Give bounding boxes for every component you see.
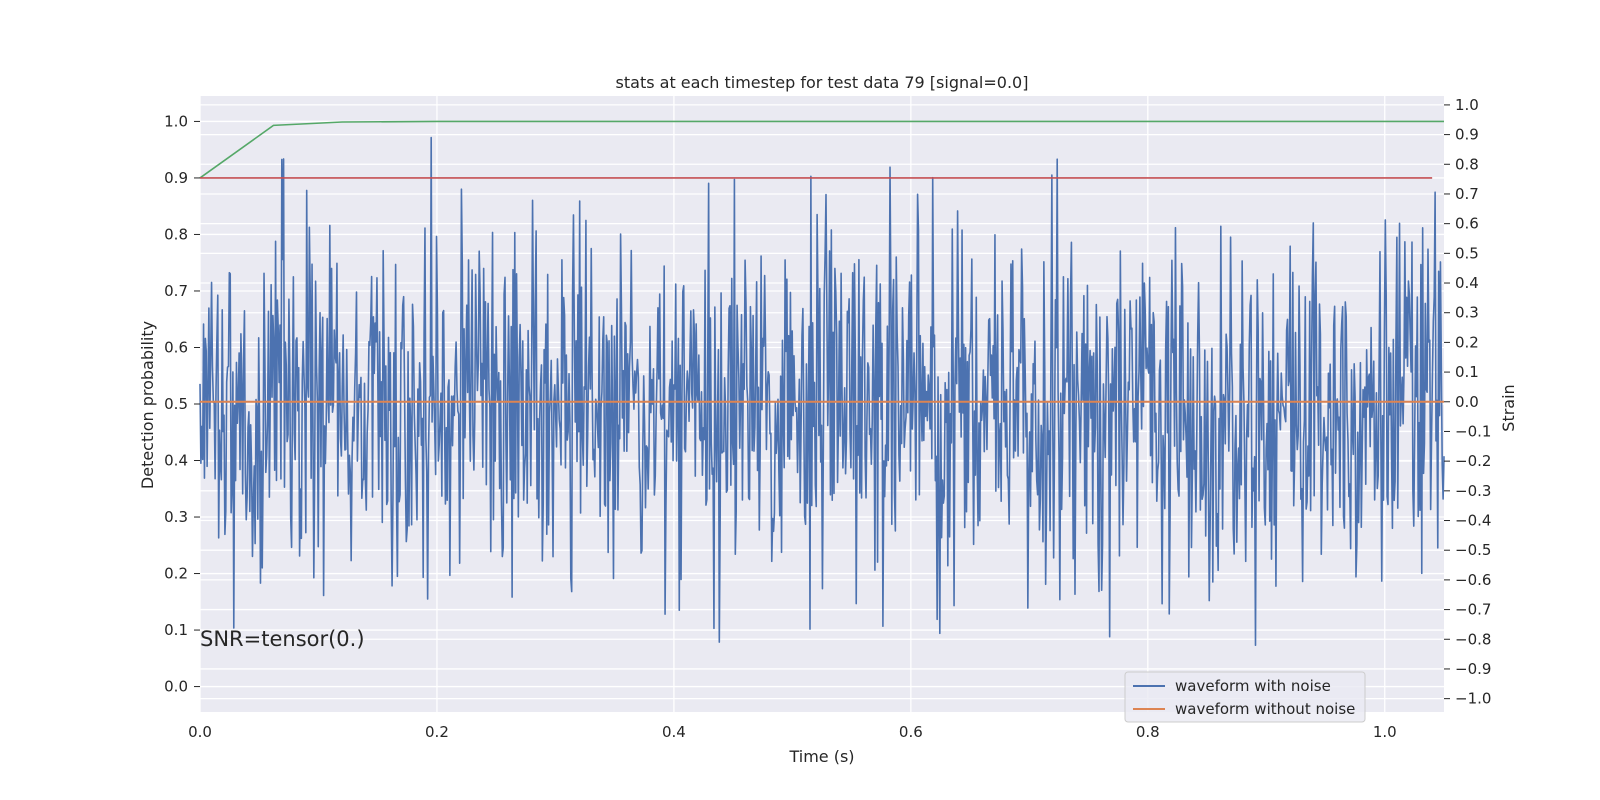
y-left-tick-label: 0.6: [164, 338, 188, 356]
x-tick-label: 0.2: [425, 723, 449, 741]
series-line-waveform-with-noise: [199, 136, 1445, 647]
y-left-tick-label: 0.7: [164, 282, 188, 300]
y-right-tick-label: −0.9: [1455, 660, 1491, 678]
y-right-tick-label: 0.6: [1455, 215, 1479, 233]
snr-annotation: SNR=tensor(0.): [200, 627, 365, 651]
legend: waveform with noise waveform without noi…: [1124, 671, 1366, 723]
right-y-axis-label: Strain: [1499, 384, 1518, 431]
y-right-tick-label: 0.8: [1455, 155, 1479, 173]
y-right-tick-label: 0.1: [1455, 363, 1479, 381]
y-right-tick-label: −0.4: [1455, 512, 1491, 530]
left-y-axis-ticks: 0.0 0.1 0.2 0.3 0.4 0.5 0.6 0.7 0.8 0.9 1.0: [164, 112, 200, 696]
legend-box: [1124, 671, 1366, 723]
y-left-tick-label: 0.0: [164, 678, 188, 696]
y-right-tick-label: −0.6: [1455, 571, 1491, 589]
y-left-tick-label: 0.8: [164, 225, 188, 243]
legend-label-noisy: waveform with noise: [1175, 677, 1331, 695]
y-right-tick-label: 0.7: [1455, 185, 1479, 203]
left-y-axis-label: Detection probability: [138, 321, 157, 489]
y-right-tick-label: −1.0: [1455, 690, 1491, 708]
y-right-tick-label: −0.1: [1455, 422, 1491, 440]
y-right-tick-label: 0.3: [1455, 304, 1479, 322]
chart-title: stats at each timestep for test data 79 …: [616, 73, 1029, 92]
y-left-tick-label: 0.4: [164, 452, 188, 470]
x-axis-ticks: 0.0 0.2 0.4 0.6 0.8 1.0: [188, 723, 1397, 741]
y-right-tick-label: 0.5: [1455, 244, 1479, 262]
y-right-tick-label: 0.4: [1455, 274, 1479, 292]
y-right-tick-label: −0.5: [1455, 541, 1491, 559]
series-line-detection-probability: [199, 120, 1444, 179]
x-tick-label: 0.6: [899, 723, 923, 741]
y-right-tick-label: −0.7: [1455, 601, 1491, 619]
legend-label-clean: waveform without noise: [1175, 700, 1355, 718]
y-right-tick-label: 0.9: [1455, 126, 1479, 144]
x-tick-label: 0.8: [1136, 723, 1160, 741]
y-right-tick-label: 1.0: [1455, 96, 1479, 114]
y-right-tick-label: 0.0: [1455, 393, 1479, 411]
y-left-tick-label: 1.0: [164, 112, 188, 130]
x-tick-label: 1.0: [1373, 723, 1397, 741]
x-tick-label: 0.0: [188, 723, 212, 741]
series-layer: [199, 120, 1445, 647]
x-axis-label: Time (s): [788, 747, 854, 766]
right-y-axis-ticks: −1.0 −0.9 −0.8 −0.7 −0.6 −0.5 −0.4 −0.3 −0.2 −0.1…: [1444, 96, 1491, 708]
y-right-tick-label: 0.2: [1455, 333, 1479, 351]
y-left-tick-label: 0.2: [164, 565, 188, 583]
y-left-tick-label: 0.5: [164, 395, 188, 413]
x-tick-label: 0.4: [662, 723, 686, 741]
y-right-tick-label: −0.3: [1455, 482, 1491, 500]
y-right-tick-label: −0.2: [1455, 452, 1491, 470]
y-right-tick-label: −0.8: [1455, 630, 1491, 648]
y-left-tick-label: 0.9: [164, 169, 188, 187]
y-left-tick-label: 0.3: [164, 508, 188, 526]
y-left-tick-label: 0.1: [164, 621, 188, 639]
